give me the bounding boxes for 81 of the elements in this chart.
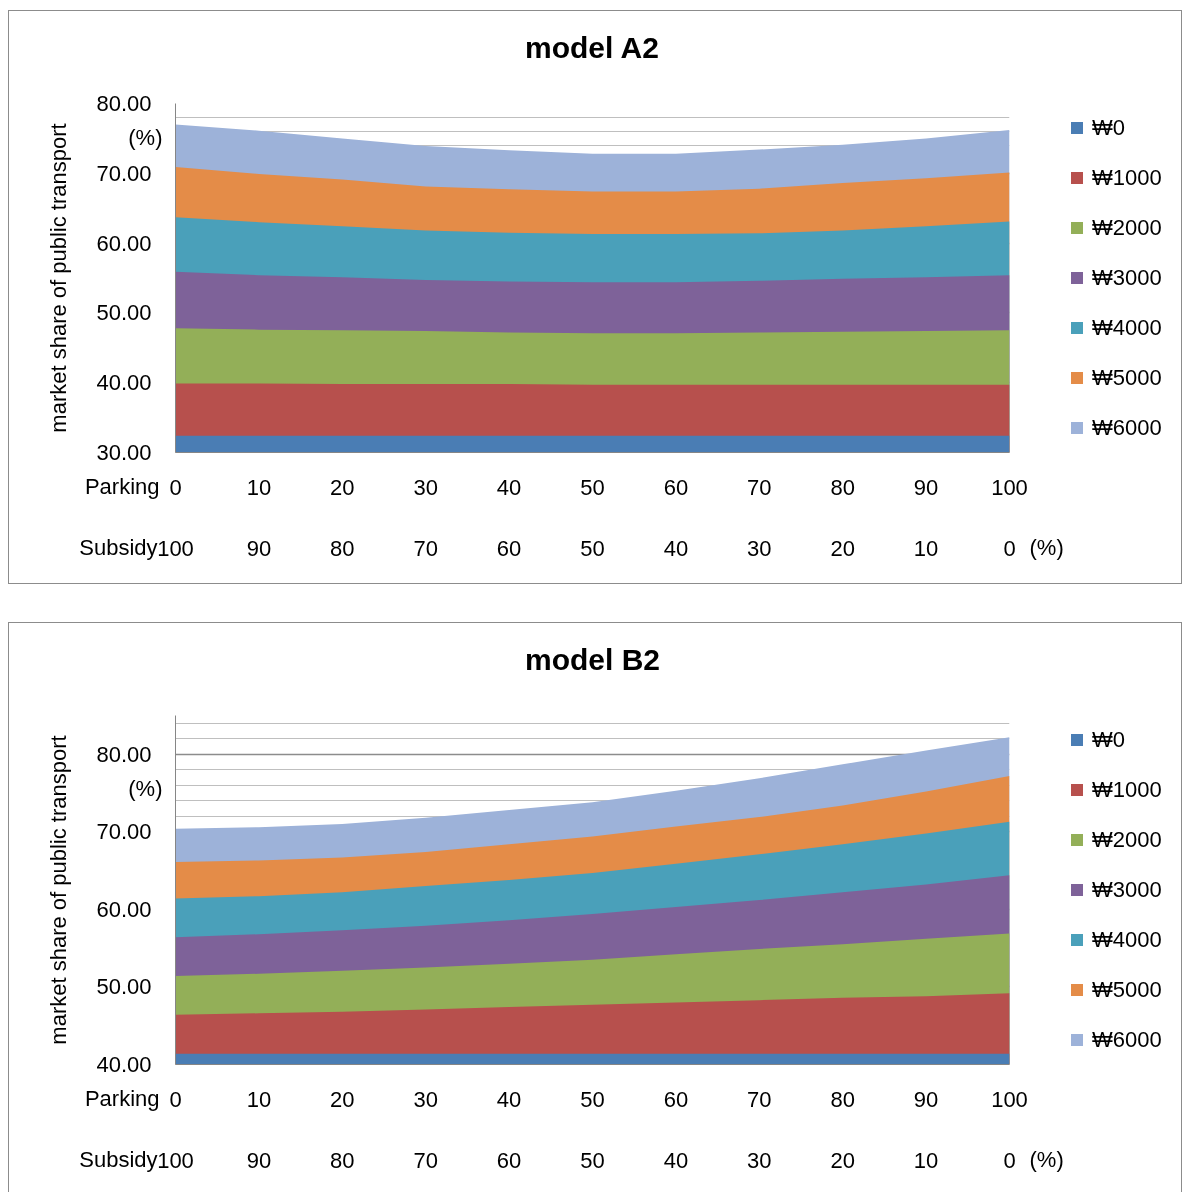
x-axis-title: Parking: [84, 474, 160, 499]
legend-label: ₩2000: [1092, 214, 1162, 241]
x-tick-label: 90: [913, 1086, 939, 1112]
x2-tick-label: 0: [1003, 1147, 1016, 1173]
x2-tick-label: 60: [496, 1147, 522, 1173]
x-tick-label: 30: [413, 474, 438, 500]
x2-tick-label: 40: [663, 1147, 689, 1173]
chart-title: model B2: [524, 642, 661, 676]
x-tick-label: 0: [169, 1086, 182, 1112]
x-tick-label: 0: [169, 474, 182, 500]
x-tick-label: 80: [830, 1086, 855, 1112]
legend-label: ₩2000: [1092, 826, 1162, 853]
x2-tick-label: 10: [913, 535, 939, 561]
x-tick-label: 10: [246, 474, 272, 500]
x2-axis-title: Subsidy: [79, 1147, 158, 1172]
x-tick-label: 60: [663, 1086, 689, 1112]
x-axis-title: Parking: [84, 1086, 160, 1111]
x-tick-label: 70: [747, 474, 772, 500]
legend-label: ₩0: [1092, 114, 1125, 141]
x-tick-label: 100: [991, 474, 1028, 500]
text: (%): [1029, 1147, 1064, 1172]
x2-tick-label: 20: [830, 535, 855, 561]
y-tick-label: 70.00: [96, 160, 152, 186]
legend-label: ₩1000: [1092, 164, 1162, 191]
x2-tick-label: 10: [913, 1147, 939, 1173]
y-axis-title: market share of public transport: [46, 735, 72, 1045]
x2-tick-label: 100: [157, 535, 194, 561]
x-tick-label: 50: [580, 474, 605, 500]
y-tick-label: 80.00: [96, 741, 152, 767]
y-tick-label: 50.00: [96, 300, 152, 326]
y-tick-label: 70.00: [96, 819, 152, 845]
x2-tick-label: 30: [747, 535, 772, 561]
y-axis-title: market share of public transport: [46, 123, 72, 433]
y-tick-label: 50.00: [96, 974, 152, 1000]
x-tick-label: 80: [830, 474, 855, 500]
x-tick-label: 20: [330, 1086, 355, 1112]
x-tick-label: 20: [330, 474, 355, 500]
x2-tick-label: 70: [413, 1147, 438, 1173]
legend-label: ₩5000: [1092, 364, 1162, 391]
y-tick-label: 40.00: [96, 1052, 152, 1077]
x-tick-label: 60: [663, 474, 689, 500]
legend-label: ₩0: [1092, 726, 1125, 753]
x-tick-label: 70: [747, 1086, 772, 1112]
x2-axis-title: Subsidy: [79, 535, 158, 560]
legend-label: ₩4000: [1092, 314, 1162, 341]
x2-tick-label: 80: [330, 1147, 355, 1173]
y-tick-label: 80.00: [96, 91, 152, 116]
y-tick-label: 60.00: [96, 230, 152, 256]
x-tick-label: 40: [496, 474, 522, 500]
y-tick-label: 40.00: [96, 370, 152, 396]
y-tick-label: 60.00: [96, 896, 152, 922]
legend-label: ₩5000: [1092, 976, 1162, 1003]
y-tick-label: 30.00: [96, 440, 152, 465]
x2-tick-label: 30: [747, 1147, 772, 1173]
legend-label: ₩3000: [1092, 264, 1162, 291]
legend-label: ₩6000: [1092, 414, 1162, 441]
x-tick-label: 30: [413, 1086, 438, 1112]
legend-label: ₩4000: [1092, 926, 1162, 953]
x2-tick-label: 100: [157, 1147, 194, 1173]
x2-tick-label: 50: [580, 1147, 605, 1173]
x2-tick-label: 0: [1003, 535, 1016, 561]
x2-tick-label: 80: [330, 535, 355, 561]
x2-tick-label: 20: [830, 1147, 855, 1173]
x-tick-label: 90: [913, 474, 939, 500]
x2-tick-label: 50: [580, 535, 605, 561]
text: (%): [128, 125, 163, 150]
x-tick-label: 10: [246, 1086, 272, 1112]
legend-label: ₩1000: [1092, 776, 1162, 803]
x-tick-label: 50: [580, 1086, 605, 1112]
legend-label: ₩6000: [1092, 1026, 1162, 1053]
x2-tick-label: 60: [496, 535, 522, 561]
x2-tick-label: 40: [663, 535, 689, 561]
chart-title: model A2: [524, 30, 659, 64]
x-tick-label: 100: [991, 1086, 1028, 1112]
text: (%): [1029, 535, 1064, 560]
legend-label: ₩3000: [1092, 876, 1162, 903]
x-tick-label: 40: [496, 1086, 522, 1112]
text: (%): [128, 775, 163, 801]
x2-tick-label: 90: [246, 1147, 272, 1173]
x2-tick-label: 90: [246, 535, 272, 561]
x2-tick-label: 70: [413, 535, 438, 561]
